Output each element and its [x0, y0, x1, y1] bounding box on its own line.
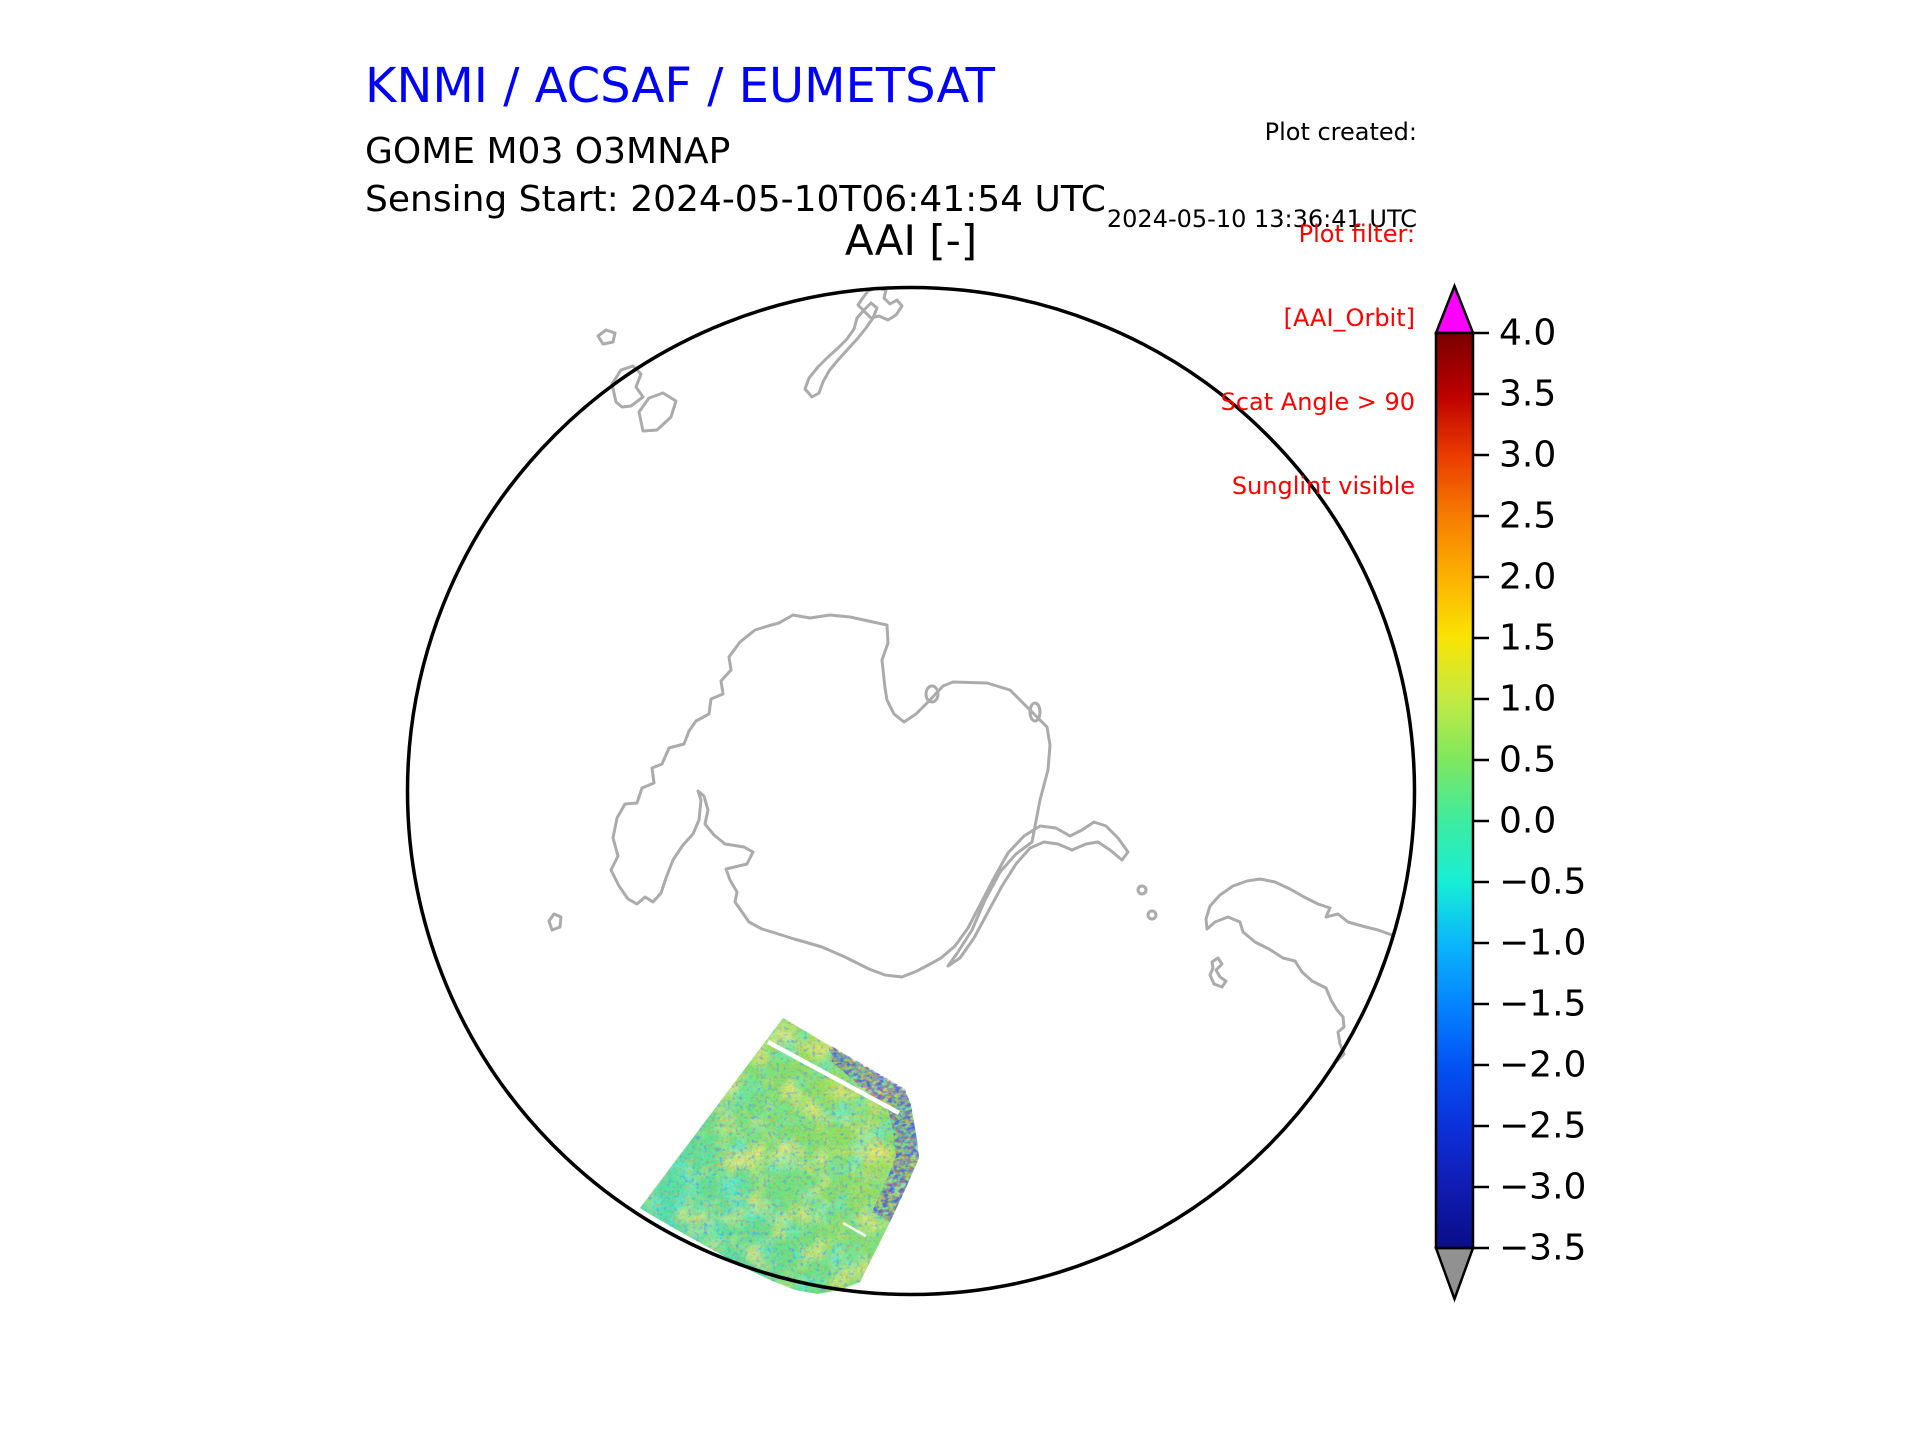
- coastlines: [547, 286, 1394, 1063]
- colorbar-tick-label: −1.5: [1499, 984, 1586, 1025]
- colorbar-tick-label: 3.5: [1499, 374, 1556, 415]
- plot-filter-line: [AAI_Orbit]: [1283, 304, 1415, 332]
- map-title: AAI [-]: [844, 216, 978, 265]
- plot-created-value: 2024-05-10 13:36:41 UTC: [1106, 205, 1417, 233]
- plot-filter-block: Plot filter: [AAI_Orbit] Scat Angle > 90…: [1221, 164, 1415, 556]
- colorbar-under-arrow: [1434, 1246, 1475, 1303]
- new-zealand-south-island-coastline: [803, 301, 879, 399]
- colorbar-ticks: [1473, 331, 1489, 1250]
- island-triangle-coastline: [637, 391, 678, 433]
- falkland-islands-coastline: [1208, 956, 1228, 989]
- colorbar-tick-label: 2.0: [1499, 557, 1556, 598]
- swath-scan-gap-line-minor: [842, 1221, 867, 1238]
- colorbar-tick-label: −1.0: [1499, 923, 1586, 964]
- colorbar-tick-labels: 4.0 3.5 3.0 2.5 2.0 1.5 1.0 0.5 0.0 −0.5…: [1499, 313, 1586, 1269]
- colorbar-tick-label: −0.5: [1499, 862, 1586, 903]
- satellite-swath: [640, 1018, 919, 1294]
- antarctica-coastline: [609, 613, 1130, 979]
- colorbar-tick-label: −2.0: [1499, 1045, 1586, 1086]
- plot-filter-line: Sunglint visible: [1231, 472, 1415, 500]
- tasmania-island-coastline: [610, 364, 645, 409]
- colorbar-over-arrow: [1434, 282, 1475, 335]
- map-boundary-circle: [405, 285, 1417, 1297]
- sensing-start: Sensing Start: 2024-05-10T06:41:54 UTC: [365, 179, 1106, 220]
- colorbar-tick-label: 1.0: [1499, 679, 1556, 720]
- colorbar-tick-label: 3.0: [1499, 435, 1556, 476]
- plot-filter-line: Scat Angle > 90: [1220, 388, 1415, 416]
- product-name: GOME M03 O3MNAP: [365, 131, 731, 172]
- colorbar-tick-label: −3.5: [1499, 1228, 1586, 1269]
- antarctic-small-islands: [924, 684, 1158, 921]
- colorbar: 4.0 3.5 3.0 2.5 2.0 1.5 1.0 0.5 0.0 −0.5…: [1434, 282, 1586, 1303]
- org-title: KNMI / ACSAF / EUMETSAT: [365, 58, 995, 114]
- colorbar-tick-label: 1.5: [1499, 618, 1556, 659]
- colorbar-tick-label: 0.5: [1499, 740, 1556, 781]
- new-zealand-north-island-coastline: [856, 286, 904, 322]
- colorbar-tick-label: −3.0: [1499, 1167, 1586, 1208]
- plot-created-block: Plot created: 2024-05-10 13:36:41 UTC: [1107, 60, 1417, 292]
- swath-edge-gray-pixels: [872, 1076, 907, 1102]
- colorbar-tick-label: 2.5: [1499, 496, 1556, 537]
- colorbar-tick-label: 0.0: [1499, 801, 1556, 842]
- plot-created-label: Plot created:: [1264, 118, 1417, 146]
- small-island-north: [596, 328, 617, 346]
- swath-scan-gap-line: [766, 1040, 901, 1115]
- small-island-west: [547, 912, 563, 932]
- colorbar-tick-label: −2.5: [1499, 1106, 1586, 1147]
- plot-filter-title: Plot filter:: [1298, 220, 1415, 248]
- colorbar-gradient-bar: [1434, 331, 1475, 1250]
- tierra-del-fuego-coastline: [1204, 877, 1394, 1063]
- colorbar-tick-label: 4.0: [1499, 313, 1556, 354]
